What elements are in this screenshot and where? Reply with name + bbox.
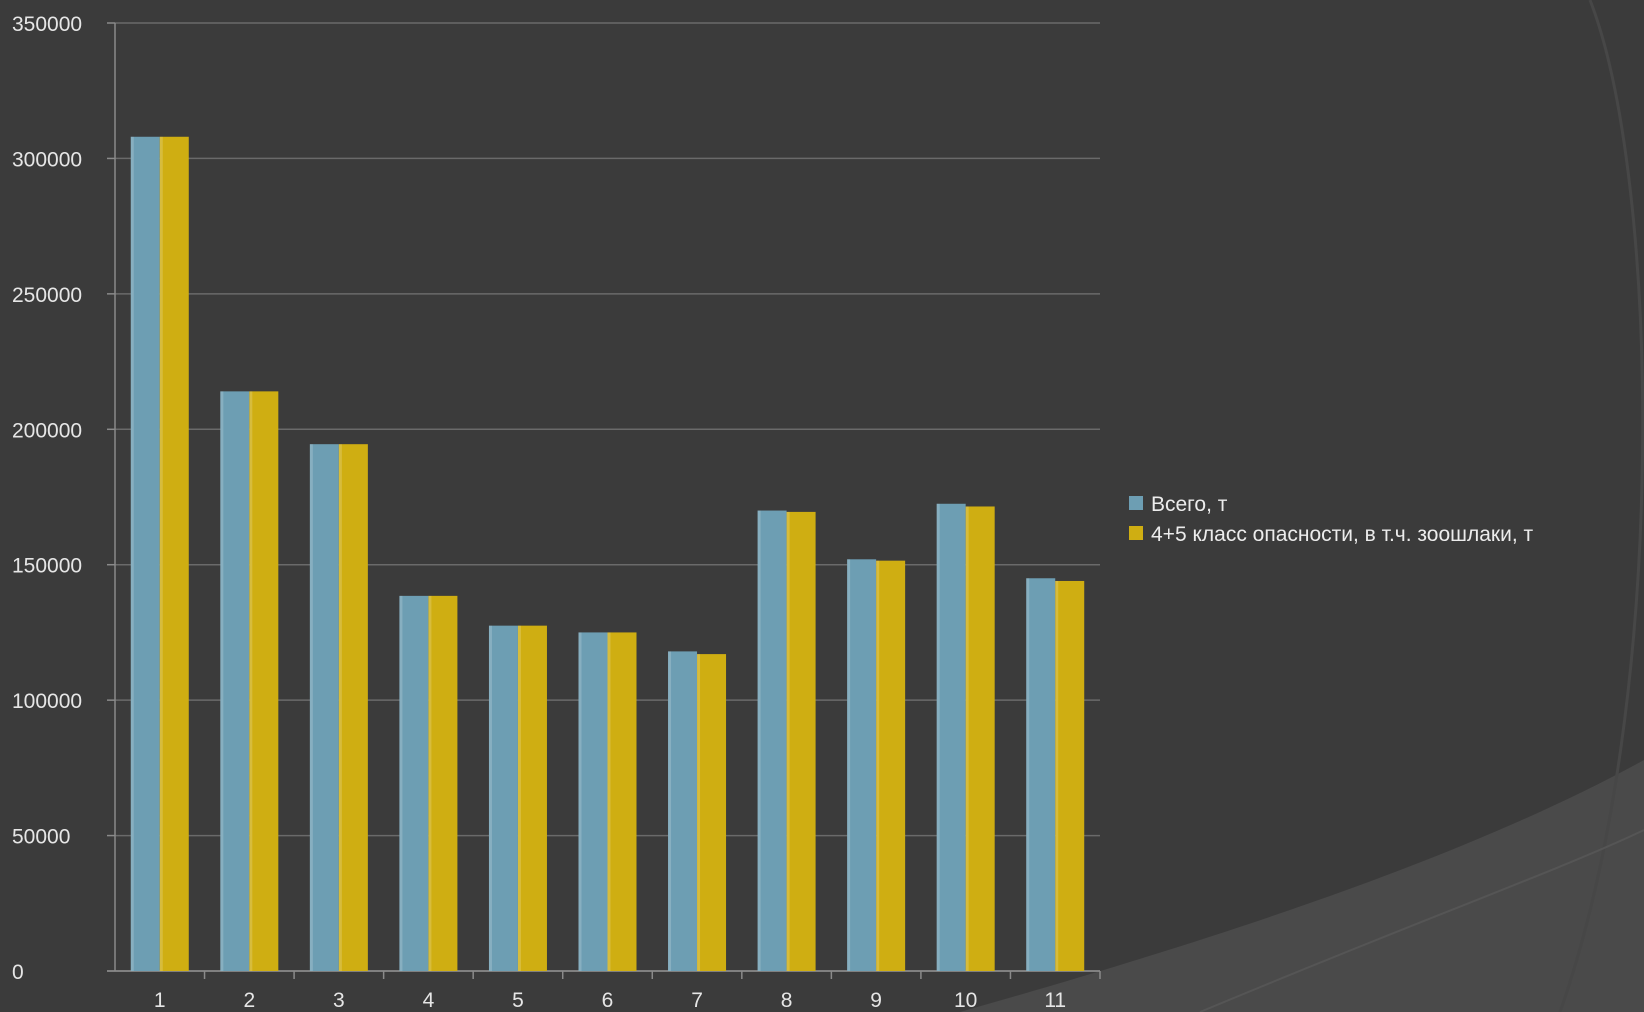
x-tick-label: 6 xyxy=(602,989,614,1012)
bar-highlight xyxy=(428,595,432,971)
x-tick-label: 2 xyxy=(243,989,255,1012)
background-decor xyxy=(960,0,1644,1012)
bars xyxy=(130,136,1085,971)
y-tick-label: 100000 xyxy=(12,690,82,713)
bar-series-1-cat-11 xyxy=(1026,578,1056,971)
legend-swatch xyxy=(1129,526,1143,540)
bar-highlight xyxy=(786,511,790,971)
y-tick-label: 50000 xyxy=(12,826,70,849)
bar-series-2-cat-11 xyxy=(1055,580,1085,971)
y-tick-label: 0 xyxy=(12,961,24,984)
bar-series-1-cat-7 xyxy=(668,651,698,971)
x-tick-label: 5 xyxy=(512,989,524,1012)
bar-series-1-cat-3 xyxy=(309,444,339,971)
y-tick-label: 300000 xyxy=(12,148,82,171)
bar-series-2-cat-3 xyxy=(338,444,368,971)
bar-highlight xyxy=(1026,578,1030,971)
legend-entry: Всего, т xyxy=(1151,493,1228,516)
bar-series-2-cat-7 xyxy=(697,654,727,971)
bar-series-2-cat-10 xyxy=(965,506,995,971)
bar-highlight xyxy=(1055,580,1059,971)
bar-highlight xyxy=(517,625,521,971)
bar-series-1-cat-1 xyxy=(130,136,160,971)
legend-entry: 4+5 класс опасности, в т.ч. зоошлаки, т xyxy=(1151,523,1534,546)
bar-highlight xyxy=(309,444,313,971)
y-tick-label: 150000 xyxy=(12,555,82,578)
bar-highlight xyxy=(249,391,253,971)
y-tick-label: 350000 xyxy=(12,13,82,36)
bar-series-1-cat-4 xyxy=(399,595,429,971)
bar-highlight xyxy=(130,136,134,971)
y-tick-label: 200000 xyxy=(12,419,82,442)
bar-series-1-cat-2 xyxy=(220,391,250,971)
bar-series-2-cat-6 xyxy=(607,632,637,971)
bar-series-2-cat-1 xyxy=(159,136,189,971)
x-tick-label: 3 xyxy=(333,989,345,1012)
x-tick-label: 1 xyxy=(154,989,166,1012)
x-tick-label: 8 xyxy=(781,989,793,1012)
bar-series-1-cat-9 xyxy=(847,559,877,971)
legend: Всего, т 4+5 класс опасности, в т.ч. зоош… xyxy=(1129,493,1534,546)
y-axis: 0 50000 100000 150000 200000 250000 300000 3500… xyxy=(12,13,116,984)
x-tick-label: 9 xyxy=(870,989,882,1012)
x-tick-label: 7 xyxy=(691,989,703,1012)
bar-series-2-cat-8 xyxy=(786,511,816,971)
x-tick-label: 4 xyxy=(423,989,435,1012)
x-tick-label: 10 xyxy=(954,989,977,1012)
bar-highlight xyxy=(399,595,403,971)
bar-highlight xyxy=(488,625,492,971)
bar-highlight xyxy=(159,136,163,971)
bar-series-2-cat-4 xyxy=(428,595,458,971)
bar-highlight xyxy=(607,632,611,971)
background-arc xyxy=(1558,0,1644,1012)
bar-highlight xyxy=(965,506,969,971)
bar-highlight xyxy=(876,560,880,971)
bar-highlight xyxy=(220,391,224,971)
legend-swatch xyxy=(1129,496,1143,510)
bar-highlight xyxy=(847,559,851,971)
bar-series-2-cat-9 xyxy=(876,560,906,971)
background-arc xyxy=(1199,829,1644,1012)
bar-series-2-cat-5 xyxy=(517,625,547,971)
bar-series-2-cat-2 xyxy=(249,391,279,971)
bar-series-1-cat-6 xyxy=(578,632,608,971)
bar-series-1-cat-10 xyxy=(936,503,966,971)
y-tick-label: 250000 xyxy=(12,284,82,307)
bar-series-1-cat-5 xyxy=(488,625,518,971)
bar-highlight xyxy=(936,503,940,971)
bar-highlight xyxy=(668,651,672,971)
background-shape xyxy=(960,760,1644,1012)
bar-highlight xyxy=(578,632,582,971)
bar-highlight xyxy=(697,654,701,971)
bar-series-1-cat-8 xyxy=(757,510,787,971)
bar-highlight xyxy=(338,444,342,971)
x-axis: 1 2 3 4 5 6 7 8 9 10 11 xyxy=(107,970,1101,1012)
bar-highlight xyxy=(757,510,761,971)
x-tick-label: 11 xyxy=(1044,989,1066,1012)
